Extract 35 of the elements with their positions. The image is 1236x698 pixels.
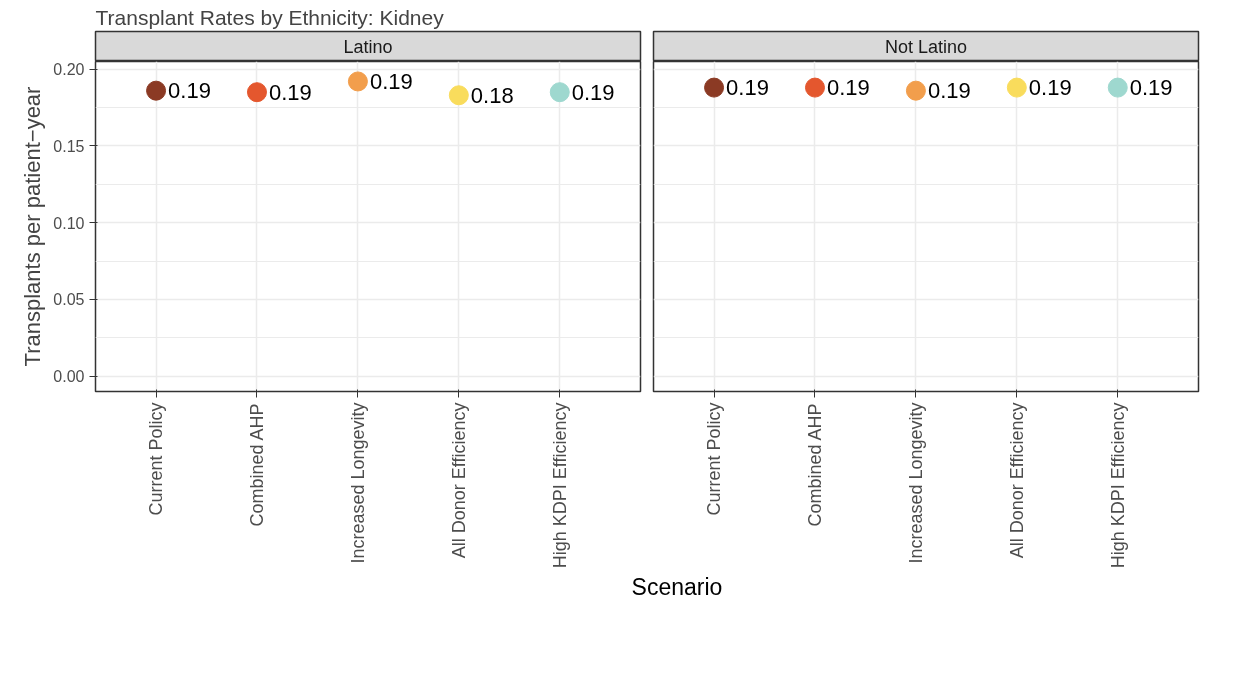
- point: [246, 82, 267, 103]
- x-tick-label: High KDPI Efficiency: [549, 402, 570, 569]
- data-label: 0.19: [168, 78, 211, 104]
- point: [549, 82, 570, 103]
- data-label: 0.19: [927, 78, 971, 104]
- point: [146, 80, 167, 101]
- x-tick-label: Combined AHP: [804, 403, 825, 527]
- data-label: 0.19: [1129, 75, 1173, 101]
- data-label: 0.19: [826, 75, 870, 101]
- data-label: 0.19: [369, 68, 413, 94]
- data-label: 0.19: [726, 75, 769, 101]
- x-tick-label: Increased Longevity: [905, 402, 926, 564]
- point: [448, 85, 469, 106]
- y-tick-label: 0.20: [53, 61, 85, 79]
- x-tick-label: All Donor Efficiency: [1006, 402, 1027, 559]
- chart-title: Transplant Rates by Ethnicity: Kidney: [95, 5, 445, 29]
- x-tick-label: Combined AHP: [246, 403, 267, 527]
- y-tick-label: 0.10: [53, 214, 85, 232]
- x-tick-label: Increased Longevity: [347, 402, 368, 564]
- data-label: 0.19: [571, 79, 615, 105]
- data-label: 0.19: [268, 79, 312, 105]
- x-tick-label: All Donor Efficiency: [448, 402, 469, 559]
- chart-subtitle: Not Latino: [884, 36, 968, 57]
- x-tick-label: Current Policy: [146, 402, 167, 516]
- y-tick-label: 0.15: [53, 137, 85, 155]
- x-tick-label: High KDPI Efficiency: [1107, 402, 1128, 569]
- y-tick-label: 0.00: [53, 368, 85, 386]
- point: [347, 71, 368, 92]
- y-tick-label: 0.05: [53, 291, 85, 309]
- x-axis-title: Scenario: [631, 573, 723, 600]
- data-label: 0.19: [1028, 75, 1072, 101]
- chart-subtitle: Latino: [343, 36, 393, 57]
- data-label: 0.18: [470, 82, 514, 108]
- x-tick-label: Current Policy: [704, 402, 725, 516]
- y-axis-title: Transplants per patient−year: [20, 86, 46, 367]
